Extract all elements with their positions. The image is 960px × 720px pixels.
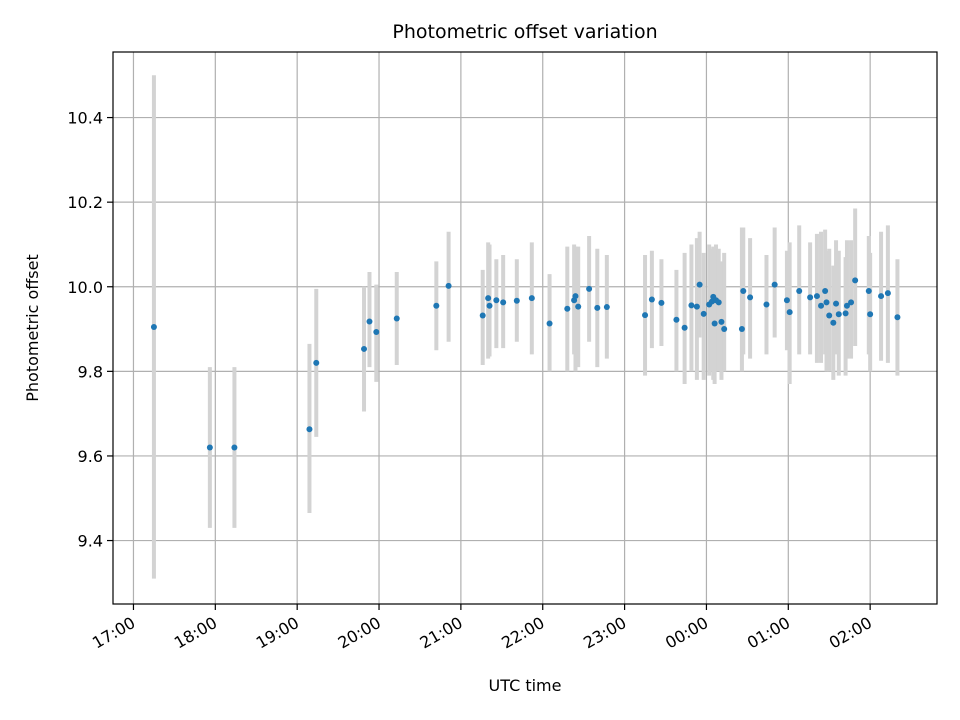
x-tick-label: 22:00 bbox=[498, 613, 547, 653]
data-point bbox=[528, 295, 535, 302]
x-tick-label: 01:00 bbox=[744, 613, 793, 653]
x-tick-label: 19:00 bbox=[253, 613, 302, 653]
data-points bbox=[150, 277, 901, 451]
data-point bbox=[786, 309, 793, 316]
data-point bbox=[835, 311, 842, 318]
data-point bbox=[642, 312, 649, 319]
x-tick-label: 21:00 bbox=[416, 613, 465, 653]
data-point bbox=[700, 310, 707, 317]
y-tick-label: 10.0 bbox=[67, 278, 103, 297]
data-point bbox=[807, 294, 814, 301]
data-point bbox=[485, 295, 492, 302]
data-point bbox=[688, 302, 695, 309]
data-point bbox=[594, 304, 601, 311]
data-point bbox=[696, 281, 703, 288]
data-point bbox=[894, 314, 901, 321]
data-point bbox=[648, 296, 655, 303]
data-point bbox=[843, 302, 850, 309]
plot-frame bbox=[112, 51, 938, 605]
data-point bbox=[493, 297, 500, 304]
data-point bbox=[150, 323, 157, 330]
x-tick-label: 18:00 bbox=[171, 613, 220, 653]
data-point bbox=[884, 290, 891, 297]
data-point bbox=[373, 329, 380, 336]
data-point bbox=[830, 319, 837, 326]
data-point bbox=[818, 302, 825, 309]
data-point bbox=[783, 297, 790, 304]
data-point bbox=[711, 320, 718, 327]
data-point bbox=[796, 287, 803, 294]
data-point bbox=[575, 303, 582, 310]
data-point bbox=[747, 294, 754, 301]
data-point bbox=[763, 301, 770, 308]
plot-area bbox=[113, 52, 937, 604]
data-point bbox=[572, 293, 579, 300]
data-point bbox=[433, 302, 440, 309]
data-point bbox=[867, 311, 874, 318]
data-point bbox=[306, 426, 313, 433]
x-tick-label: 23:00 bbox=[580, 613, 629, 653]
data-point bbox=[366, 318, 373, 325]
y-tick-label: 9.8 bbox=[78, 362, 103, 381]
data-point bbox=[546, 320, 553, 327]
data-point bbox=[361, 345, 368, 352]
data-point bbox=[852, 277, 859, 284]
x-axis-ticks: 17:00 18:00 19:00 20:00 21:00 22:00 23:00 00:00… bbox=[89, 604, 875, 653]
y-tick-label: 10.2 bbox=[67, 193, 103, 212]
data-point bbox=[740, 287, 747, 294]
data-point bbox=[486, 302, 493, 309]
data-point bbox=[842, 310, 849, 317]
data-point bbox=[513, 297, 520, 304]
data-point bbox=[564, 305, 571, 312]
data-point bbox=[718, 318, 725, 325]
data-point bbox=[878, 293, 885, 300]
x-axis-label: UTC time bbox=[489, 676, 562, 695]
data-point bbox=[500, 299, 507, 306]
data-point bbox=[721, 326, 728, 333]
x-tick-label: 02:00 bbox=[826, 613, 875, 653]
y-axis-ticks: 9.4 9.6 9.8 10.0 10.2 10.4 bbox=[67, 109, 113, 551]
data-point bbox=[586, 285, 593, 292]
data-point bbox=[848, 299, 855, 306]
data-point bbox=[603, 304, 610, 311]
data-point bbox=[445, 282, 452, 289]
data-point bbox=[393, 315, 400, 322]
data-point bbox=[479, 312, 486, 319]
data-point bbox=[813, 293, 820, 300]
x-tick-label: 20:00 bbox=[335, 613, 384, 653]
data-point bbox=[313, 359, 320, 366]
data-point bbox=[823, 299, 830, 306]
y-tick-label: 10.4 bbox=[67, 109, 103, 128]
data-point bbox=[826, 312, 833, 319]
data-point bbox=[673, 316, 680, 323]
data-point bbox=[771, 281, 778, 288]
data-point bbox=[822, 287, 829, 294]
data-point bbox=[658, 299, 665, 306]
y-tick-label: 9.4 bbox=[78, 532, 103, 551]
x-tick-label: 00:00 bbox=[662, 613, 711, 653]
data-point bbox=[681, 324, 688, 331]
data-point bbox=[865, 287, 872, 294]
data-point bbox=[693, 303, 700, 310]
y-axis-label: Photometric offset bbox=[23, 254, 42, 402]
data-point bbox=[231, 444, 238, 451]
data-point bbox=[738, 326, 745, 333]
data-point bbox=[715, 299, 722, 306]
data-point bbox=[206, 444, 213, 451]
x-tick-label: 17:00 bbox=[89, 613, 138, 653]
chart-title: Photometric offset variation bbox=[392, 21, 657, 43]
data-point bbox=[833, 300, 840, 307]
y-tick-label: 9.6 bbox=[78, 447, 103, 466]
